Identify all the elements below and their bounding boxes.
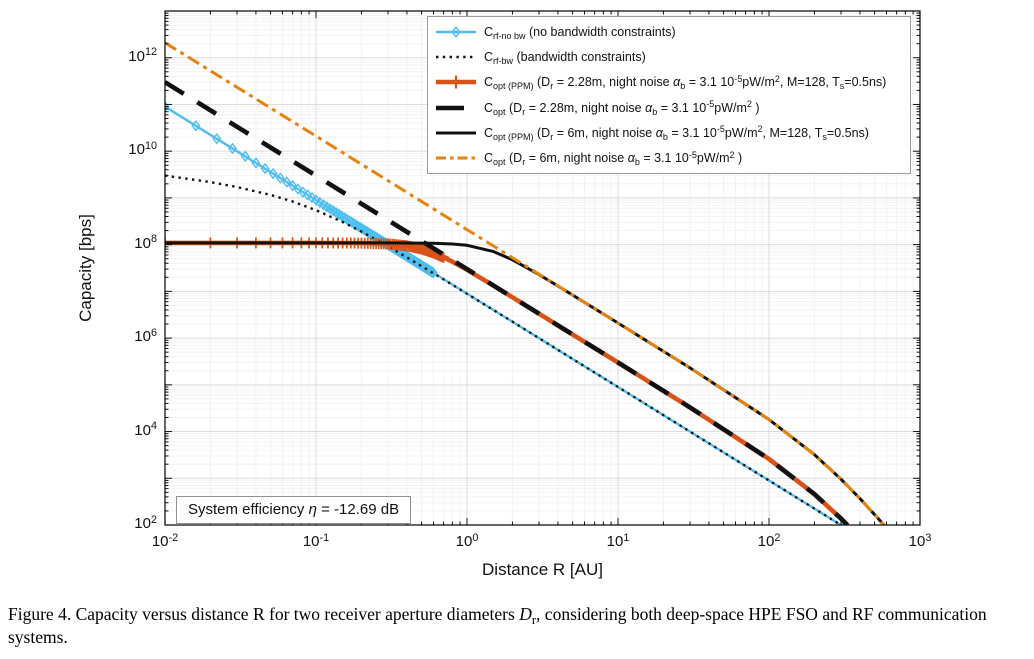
series-rf-bw [165, 174, 842, 525]
system-efficiency-annotation: System efficiency η = -12.69 dB [176, 496, 412, 524]
x-tick-label-1e0: 100 [455, 531, 479, 550]
legend-item-rf-bw: Crf-bw (bandwidth constraints) [434, 48, 910, 66]
legend-item-opt-ppm-2.28m: Copt (PPM) (Dr = 2.28m, night noise αb =… [434, 73, 910, 91]
curves [165, 41, 886, 525]
legend-label-opt-6m: Copt (Dr = 6m, night noise αb = 3.1 10-5… [484, 149, 743, 168]
y-tick-label-1e2: 102 [134, 513, 157, 532]
legend-label-rf-no-bw: Crf-no bw (no bandwidth constraints) [484, 24, 676, 41]
legend-item-opt-6m: Copt (Dr = 6m, night noise αb = 3.1 10-5… [434, 149, 910, 167]
legend-marker-diamond [451, 25, 461, 38]
x-tick-label-1e-1: 10-1 [302, 531, 330, 550]
legend-item-opt-ppm-6m: Copt (PPM) (Dr = 6m, night noise αb = 3.… [434, 124, 910, 142]
legend-label-rf-bw: Crf-bw (bandwidth constraints) [484, 49, 646, 67]
y-axis-label: Capacity [bps] [76, 214, 95, 322]
legend-label-opt-2.28m: Copt (Dr = 2.28m, night noise αb = 3.1 1… [484, 99, 760, 117]
y-tick-label-1e10: 1010 [128, 139, 157, 159]
x-axis-label: Distance R [AU] [482, 560, 603, 579]
y-tick-label-1e4: 104 [134, 420, 157, 439]
legend-sample-rf-bw [436, 55, 476, 59]
series-opt-2.28m [165, 80, 849, 525]
legend-sample-opt-ppm-2.28m [436, 75, 476, 89]
series-opt-6m [165, 41, 886, 525]
legend-label-opt-ppm-6m: Copt (PPM) (Dr = 6m, night noise αb = 3.… [484, 124, 869, 143]
legend-sample-rf-no-bw [436, 25, 476, 38]
x-tick-label-1e3: 103 [908, 531, 932, 550]
plot-border [164, 10, 921, 526]
legend-sample-opt-6m [436, 156, 476, 160]
x-tick-label-1e-2: 10-2 [151, 531, 179, 550]
y-tick-label-1e8: 108 [134, 233, 157, 252]
x-tick-label-1e2: 102 [757, 531, 781, 550]
legend-label-opt-ppm-2.28m: Copt (PPM) (Dr = 2.28m, night noise αb =… [484, 73, 887, 92]
figure-caption: Figure 4. Capacity versus distance R for… [8, 604, 987, 647]
y-tick-label-1e12: 1012 [128, 46, 157, 65]
y-tick-label-1e6: 106 [134, 326, 157, 346]
legend-item-opt-2.28m: Copt (Dr = 2.28m, night noise αb = 3.1 1… [434, 99, 910, 117]
chart-legend: Crf-no bw (no bandwidth constraints) Crf-… [427, 16, 911, 174]
legend-sample-opt-2.28m [436, 105, 476, 110]
legend-item-rf-no-bw: Crf-no bw (no bandwidth constraints) [434, 23, 910, 41]
legend-marker-plus [449, 75, 463, 89]
series-rf-no-bw [165, 105, 843, 525]
legend-sample-opt-ppm-6m [436, 131, 476, 135]
x-tick-label-1e1: 101 [606, 531, 630, 550]
